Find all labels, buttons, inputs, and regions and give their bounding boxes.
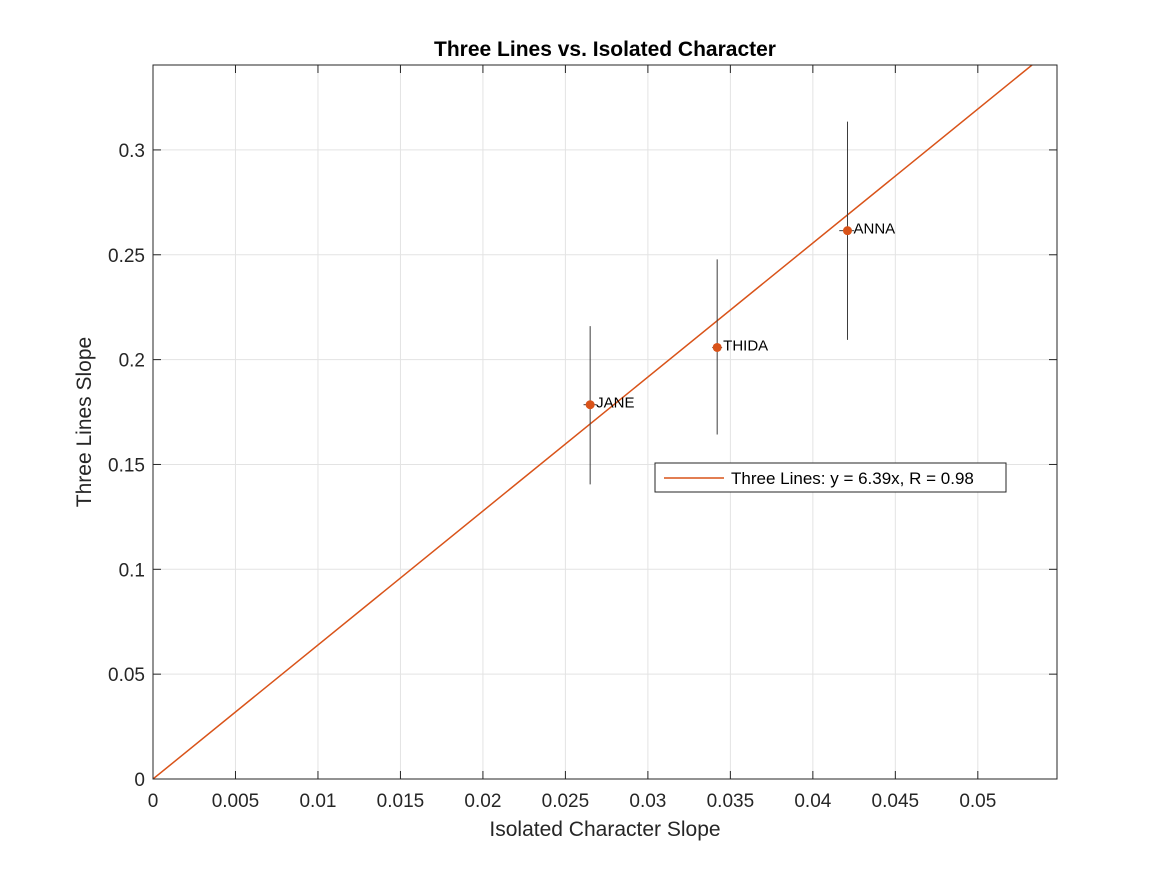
- x-tick-label: 0.005: [212, 791, 260, 812]
- legend-entry: Three Lines: y = 6.39x, R = 0.98: [731, 469, 974, 488]
- x-tick-label: 0.04: [794, 791, 831, 812]
- legend: Three Lines: y = 6.39x, R = 0.98: [654, 462, 1007, 493]
- fit-line: [153, 65, 1034, 779]
- point-label-thida: THIDA: [723, 337, 768, 354]
- y-tick-label: 0.3: [119, 141, 145, 162]
- point-labels: JANE THIDA ANNA: [596, 221, 895, 412]
- y-tick-label: 0.2: [119, 351, 145, 372]
- data-point-thida: [712, 342, 722, 352]
- x-tick-label: 0.025: [542, 791, 590, 812]
- y-tick-label: 0.15: [108, 455, 145, 476]
- data-point-jane: [585, 400, 595, 410]
- x-tick-label: 0.045: [872, 791, 920, 812]
- x-tick-label: 0.015: [377, 791, 425, 812]
- y-axis-label: Three Lines Slope: [73, 337, 96, 507]
- chart-title: Three Lines vs. Isolated Character: [434, 38, 776, 61]
- x-tick-label: 0.01: [299, 791, 336, 812]
- x-tick-label: 0: [148, 791, 159, 812]
- x-tick-label: 0.02: [464, 791, 501, 812]
- x-tick-label: 0.03: [629, 791, 666, 812]
- axes-box: [152, 64, 1058, 780]
- point-label-anna: ANNA: [853, 221, 895, 238]
- data-point-anna: [842, 226, 852, 236]
- x-tick-label: 0.035: [707, 791, 755, 812]
- y-tick-label: 0.25: [108, 246, 145, 267]
- data-layer: [153, 65, 1034, 779]
- y-tick-label: 0.05: [108, 665, 145, 686]
- plot-area: [153, 65, 1057, 779]
- y-tick-label: 0: [134, 770, 145, 791]
- x-axis-label: Isolated Character Slope: [489, 818, 720, 841]
- x-tick-label: 0.05: [959, 791, 996, 812]
- point-label-jane: JANE: [596, 395, 634, 412]
- ticks: 0 0.005 0.01 0.015 0.02 0.025 0.03 0.035 0.04 0.0…: [108, 65, 1057, 812]
- y-tick-label: 0.1: [119, 560, 145, 581]
